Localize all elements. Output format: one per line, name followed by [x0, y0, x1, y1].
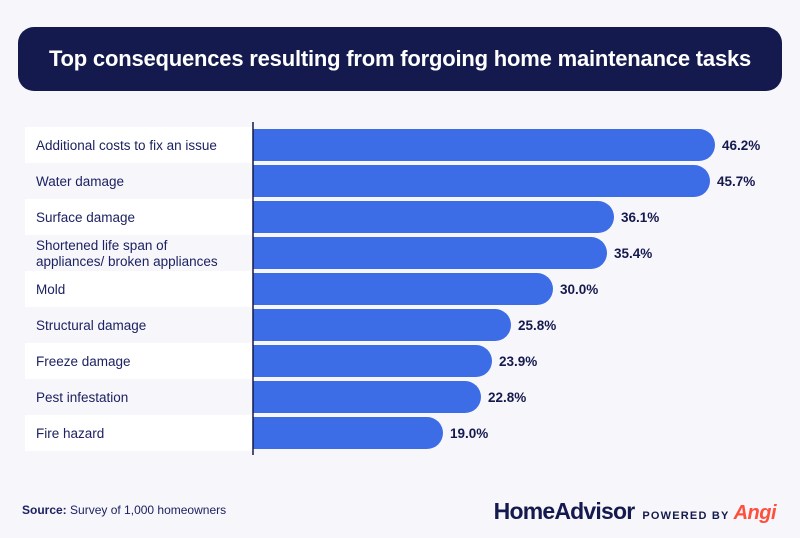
- category-label: Water damage: [36, 174, 124, 189]
- category-label: Freeze damage: [36, 354, 131, 369]
- row-background: [25, 343, 253, 379]
- value-label: 23.9%: [499, 354, 537, 369]
- chart-title: Top consequences resulting from forgoing…: [48, 46, 752, 71]
- bar: [253, 345, 492, 377]
- bar: [253, 237, 607, 269]
- category-label: Fire hazard: [36, 426, 104, 441]
- category-label: Additional costs to fix an issue: [36, 138, 217, 153]
- value-label: 30.0%: [560, 282, 598, 297]
- brand-homeadvisor: HomeAdvisor: [493, 498, 636, 524]
- bar: [253, 273, 553, 305]
- value-label: 22.8%: [488, 390, 526, 405]
- bar: [253, 201, 614, 233]
- value-label: 25.8%: [518, 318, 556, 333]
- source-note: Source: Survey of 1,000 homeowners: [22, 503, 226, 517]
- category-label: Surface damage: [36, 210, 135, 225]
- bar: [253, 381, 481, 413]
- row-background: [25, 415, 253, 451]
- category-label: Pest infestation: [36, 390, 128, 405]
- category-label: Structural damage: [36, 318, 146, 333]
- category-label: Shortened life span of appliances/ broken…: [36, 238, 218, 269]
- row-background: [25, 127, 253, 163]
- value-label: 35.4%: [614, 246, 652, 261]
- bar: [253, 129, 715, 161]
- bar: [253, 417, 443, 449]
- row-background: [25, 271, 253, 307]
- value-label: 19.0%: [450, 426, 488, 441]
- brand-powered-by: POWERED BY: [642, 510, 730, 522]
- brand-logo: HomeAdvisor POWERED BY Angi: [493, 498, 777, 525]
- value-label: 36.1%: [621, 210, 659, 225]
- brand-angi: Angi: [733, 502, 777, 524]
- bar: [253, 165, 710, 197]
- value-label: 46.2%: [722, 138, 760, 153]
- title-banner: Top consequences resulting from forgoing…: [18, 27, 782, 91]
- source-label: Source:: [22, 503, 67, 517]
- bar: [253, 309, 511, 341]
- source-text: Survey of 1,000 homeowners: [70, 503, 227, 517]
- category-label: Mold: [36, 282, 65, 297]
- value-label: 45.7%: [717, 174, 755, 189]
- row-background: [25, 199, 253, 235]
